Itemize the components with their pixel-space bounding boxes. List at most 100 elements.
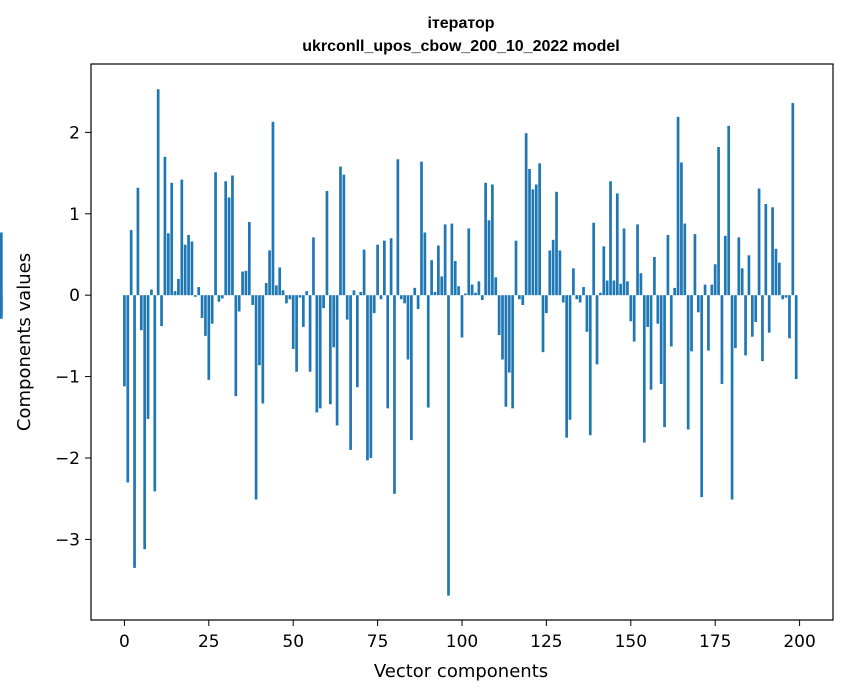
bar-10 [156, 89, 160, 296]
y-axis-label: Components values [14, 253, 35, 431]
bar-129 [558, 250, 562, 296]
bar-22 [197, 287, 201, 296]
bar-157 [653, 256, 656, 296]
bar-111 [497, 295, 501, 336]
bar-76 [379, 295, 383, 300]
bar-undefined [0, 295, 3, 315]
bar-140 [595, 295, 599, 365]
x-tick-label: 200 [783, 632, 815, 652]
bar-150 [629, 295, 633, 322]
bar-60 [325, 190, 329, 296]
bar-55 [308, 295, 312, 372]
bar-51 [295, 295, 298, 372]
y-tick-label: 1 [69, 205, 80, 225]
bar-198 [791, 103, 795, 296]
bar-57 [315, 295, 319, 413]
bar-83 [403, 295, 406, 304]
bar-195 [781, 295, 785, 300]
bar-38 [251, 295, 255, 305]
bar-58 [318, 295, 322, 409]
bars-group [0, 89, 798, 596]
bar-168 [690, 295, 693, 352]
bar-96 [447, 295, 450, 596]
bar-undefined [0, 232, 3, 296]
bar-66 [345, 295, 349, 320]
bar-48 [285, 295, 288, 304]
bar-91 [430, 260, 433, 296]
bar-131 [565, 295, 568, 438]
bar-156 [649, 295, 653, 390]
bar-39 [254, 295, 258, 500]
bar-153 [639, 273, 643, 296]
bar-28 [217, 295, 221, 302]
y-tick-label: −2 [55, 449, 80, 469]
y-tick-label: −1 [55, 368, 80, 388]
bar-101 [464, 293, 467, 296]
x-tick-label: 125 [530, 632, 562, 652]
bar-36 [244, 270, 248, 296]
bar-154 [642, 295, 646, 443]
bar-151 [632, 295, 636, 342]
bar-4 [136, 187, 140, 296]
bar-34 [237, 295, 241, 312]
bar-54 [305, 291, 309, 296]
bar-144 [609, 181, 612, 296]
bar-8 [150, 289, 153, 296]
bar-19 [187, 234, 190, 296]
bar-187 [754, 295, 758, 323]
bar-3 [133, 295, 136, 568]
bar-172 [703, 284, 707, 296]
bar-18 [183, 244, 187, 296]
bar-42 [264, 282, 268, 296]
bar-116 [514, 240, 518, 296]
bar-170 [696, 295, 700, 313]
bar-127 [551, 239, 555, 296]
bar-41 [261, 295, 265, 404]
plot-frame [90, 63, 834, 621]
bar-166 [683, 223, 687, 296]
bar-94 [440, 276, 444, 296]
chart-title-line-1: ітератор [427, 15, 494, 32]
bar-31 [227, 197, 231, 296]
bar-98 [453, 261, 457, 296]
bar-128 [555, 191, 558, 296]
bar-162 [669, 295, 673, 347]
bar-49 [288, 295, 292, 300]
bar-136 [582, 287, 585, 296]
x-tick-label: 0 [119, 632, 130, 652]
bar-182 [737, 237, 741, 296]
bar-134 [575, 295, 579, 300]
bar-84 [406, 295, 410, 360]
bar-80 [393, 295, 396, 494]
x-tick-label: 25 [198, 632, 220, 652]
x-tick-label: 100 [446, 632, 478, 652]
bar-163 [673, 287, 677, 296]
bar-87 [416, 295, 420, 310]
bar-17 [180, 179, 184, 296]
bar-75 [376, 244, 379, 296]
bar-21 [193, 295, 197, 297]
bar-46 [278, 267, 282, 296]
bar-177 [720, 295, 724, 384]
bar-63 [335, 295, 339, 426]
x-axis-ticks: 0 25 50 75 100 125 150 175 200 [119, 620, 816, 652]
bar-99 [457, 286, 460, 296]
bar-106 [480, 295, 484, 301]
bar-13 [166, 233, 170, 296]
bar-26 [210, 295, 214, 324]
bar-174 [710, 284, 714, 296]
bar-102 [467, 228, 471, 296]
bar-6 [143, 295, 147, 550]
bar-135 [578, 295, 582, 303]
bar-89 [423, 232, 427, 296]
bar-97 [450, 223, 454, 296]
bar-109 [491, 184, 494, 296]
y-tick-label: 0 [69, 286, 80, 306]
bar-158 [656, 295, 660, 324]
bar-74 [372, 295, 376, 314]
bar-79 [389, 238, 393, 296]
bar-159 [659, 295, 663, 384]
x-tick-label: 175 [699, 632, 731, 652]
